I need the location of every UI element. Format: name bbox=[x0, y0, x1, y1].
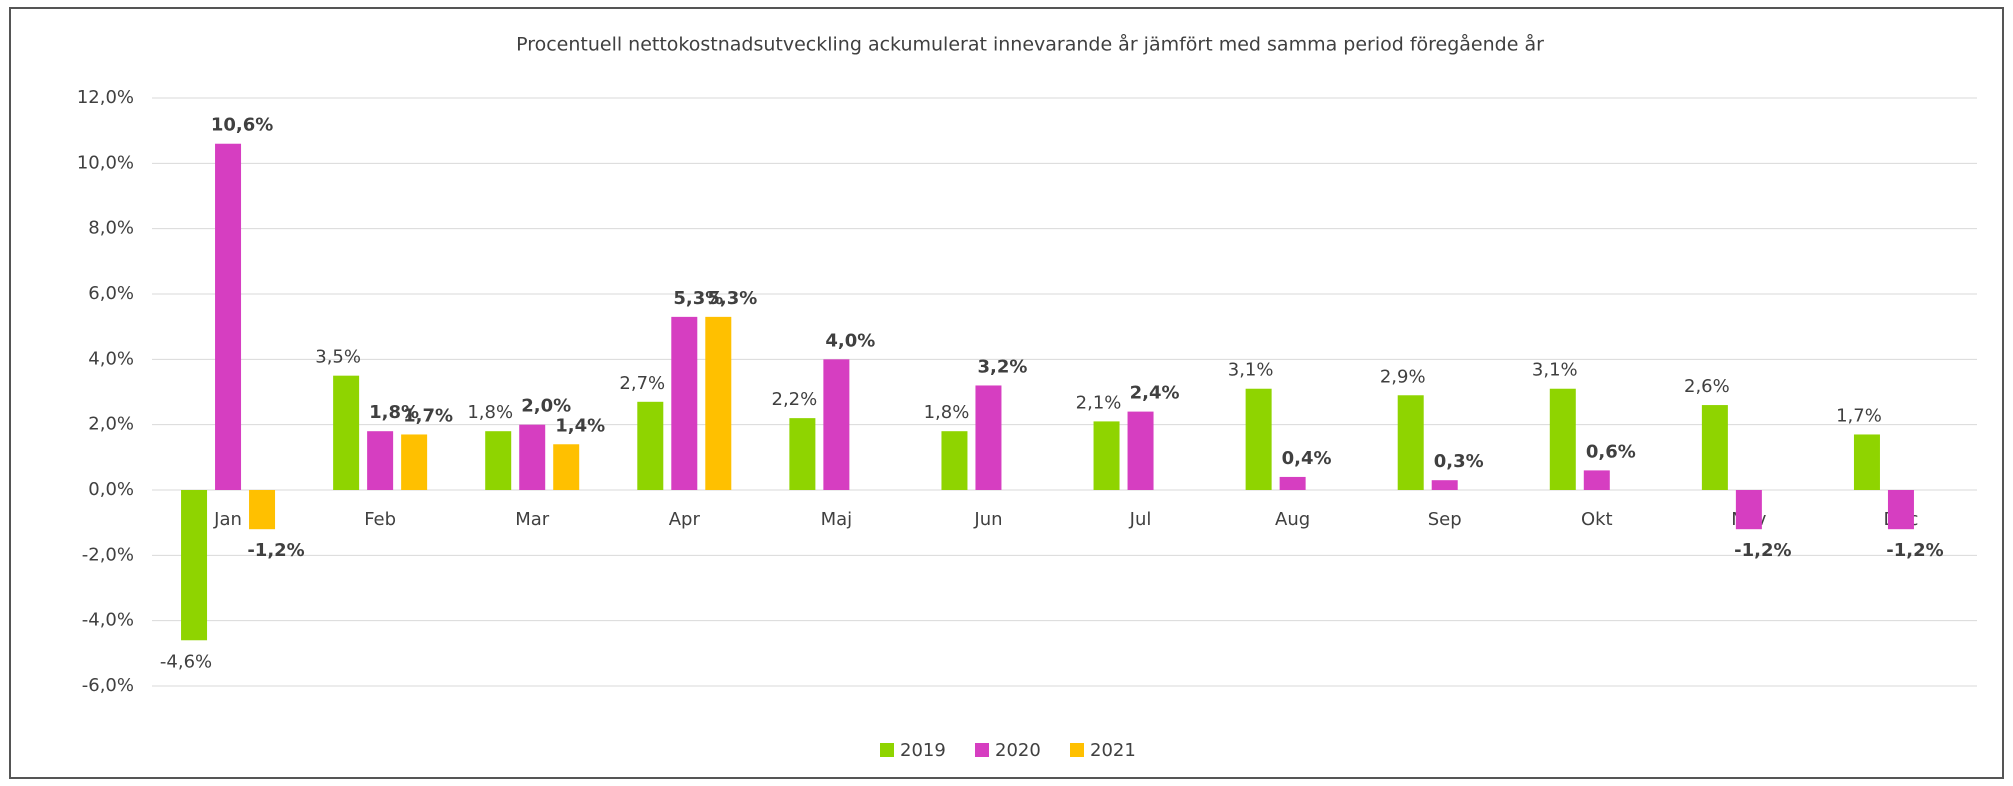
bar bbox=[1279, 476, 1306, 490]
bar bbox=[975, 385, 1002, 490]
legend-label: 2019 bbox=[900, 740, 946, 761]
y-tick-label: 0,0% bbox=[88, 479, 134, 500]
y-tick-label: 6,0% bbox=[88, 283, 134, 304]
data-label: 2,4% bbox=[1130, 383, 1180, 404]
bar bbox=[1245, 388, 1272, 490]
x-tick-label: Sep bbox=[1428, 509, 1462, 530]
data-label: 2,2% bbox=[772, 389, 818, 410]
legend-label: 2020 bbox=[995, 740, 1041, 761]
y-tick-label: 8,0% bbox=[88, 218, 134, 239]
data-label: 5,3% bbox=[673, 288, 723, 309]
data-label: 2,0% bbox=[521, 396, 571, 417]
data-label: 3,2% bbox=[977, 356, 1027, 377]
bar bbox=[789, 418, 816, 490]
y-tick-label: -2,0% bbox=[82, 544, 134, 565]
bar bbox=[553, 444, 580, 490]
data-label: 3,5% bbox=[315, 347, 361, 368]
bar bbox=[671, 316, 698, 490]
bar bbox=[1853, 434, 1880, 490]
bar bbox=[941, 431, 968, 490]
x-tick-label: Mar bbox=[515, 509, 550, 530]
x-tick-label: Okt bbox=[1581, 509, 1613, 530]
data-label: 5,3% bbox=[707, 288, 757, 309]
data-label: 0,3% bbox=[1434, 451, 1484, 472]
legend-swatch bbox=[880, 743, 894, 757]
bar bbox=[637, 401, 664, 490]
bar bbox=[333, 375, 360, 490]
x-tick-label: Feb bbox=[364, 509, 396, 530]
data-label: 0,4% bbox=[1282, 448, 1332, 469]
data-label: 1,8% bbox=[467, 402, 513, 423]
data-label: 2,7% bbox=[619, 373, 665, 394]
x-tick-label: Apr bbox=[669, 509, 701, 530]
data-label: 3,1% bbox=[1228, 360, 1274, 381]
x-tick-label: Aug bbox=[1275, 509, 1310, 530]
data-label: 2,6% bbox=[1684, 376, 1730, 397]
x-tick-label: Jun bbox=[973, 509, 1002, 530]
x-tick-label: Jul bbox=[1129, 509, 1152, 530]
data-label: -1,2% bbox=[1734, 540, 1791, 561]
bar bbox=[1583, 470, 1610, 490]
data-label: -4,6% bbox=[160, 651, 212, 672]
y-tick-label: 4,0% bbox=[88, 348, 134, 369]
data-label: 2,9% bbox=[1380, 366, 1426, 387]
bar bbox=[1397, 395, 1424, 490]
legend-label: 2021 bbox=[1090, 740, 1136, 761]
legend-swatch bbox=[1070, 743, 1084, 757]
data-label: 1,7% bbox=[403, 405, 453, 426]
legend-swatch bbox=[975, 743, 989, 757]
bar bbox=[1431, 480, 1458, 490]
bar bbox=[1549, 388, 1576, 490]
bar bbox=[823, 359, 850, 490]
bar bbox=[1735, 490, 1762, 530]
bar bbox=[485, 431, 512, 490]
data-label: 10,6% bbox=[211, 115, 273, 136]
bar bbox=[1701, 405, 1728, 490]
bar bbox=[705, 316, 732, 490]
x-tick-label: Jan bbox=[213, 509, 242, 530]
data-label: 0,6% bbox=[1586, 441, 1636, 462]
data-label: 1,4% bbox=[555, 415, 605, 436]
bar bbox=[1887, 490, 1914, 530]
data-label: 1,8% bbox=[924, 402, 970, 423]
bar bbox=[1127, 411, 1154, 490]
bar bbox=[249, 490, 276, 530]
bar bbox=[1093, 421, 1120, 490]
bar bbox=[181, 490, 208, 641]
data-label: 1,8% bbox=[369, 402, 419, 423]
y-tick-label: -4,0% bbox=[82, 610, 134, 631]
y-tick-label: 10,0% bbox=[77, 152, 134, 173]
bar bbox=[401, 434, 428, 490]
data-label: -1,2% bbox=[247, 540, 304, 561]
data-label: 3,1% bbox=[1532, 360, 1578, 381]
y-tick-label: 2,0% bbox=[88, 414, 134, 435]
y-tick-label: 12,0% bbox=[77, 87, 134, 108]
data-label: 1,7% bbox=[1836, 405, 1882, 426]
data-label: -1,2% bbox=[1886, 540, 1943, 561]
y-tick-label: -6,0% bbox=[82, 675, 134, 696]
x-tick-label: Maj bbox=[821, 509, 853, 530]
bar bbox=[367, 431, 394, 490]
bar bbox=[519, 424, 546, 490]
data-label: 2,1% bbox=[1076, 392, 1122, 413]
bar bbox=[215, 143, 242, 490]
data-label: 4,0% bbox=[825, 330, 875, 351]
chart-title: Procentuell nettokostnadsutveckling acku… bbox=[516, 33, 1544, 56]
